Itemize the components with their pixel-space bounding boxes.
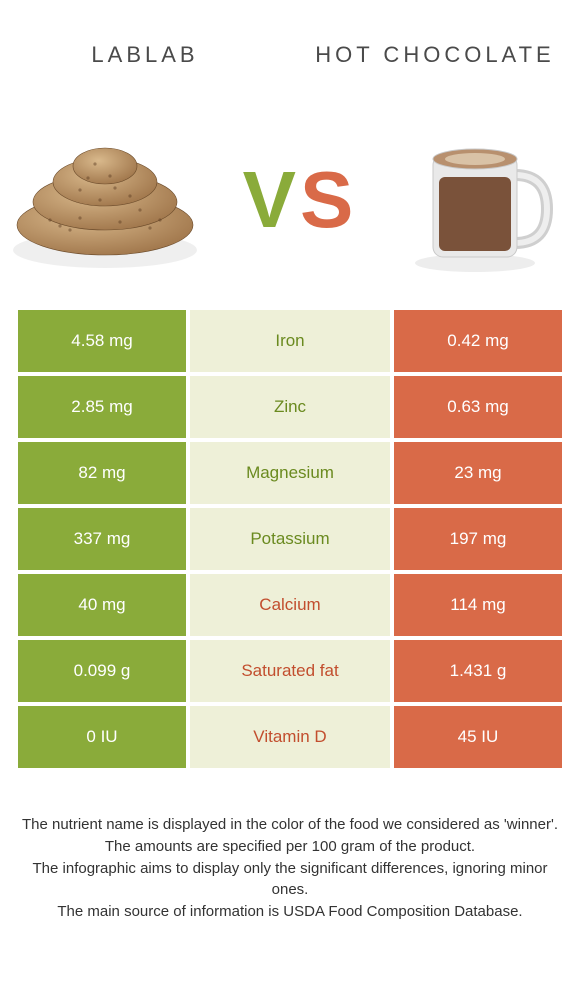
right-food-image bbox=[400, 125, 570, 275]
nutrient-name: Potassium bbox=[190, 508, 390, 570]
nutrient-name: Vitamin D bbox=[190, 706, 390, 768]
table-row: 0 IU Vitamin D 45 IU bbox=[18, 706, 562, 768]
left-value: 2.85 mg bbox=[18, 376, 186, 438]
right-value: 0.63 mg bbox=[394, 376, 562, 438]
nutrient-name: Magnesium bbox=[190, 442, 390, 504]
header-titles: LABLAB HOT CHOCOLATE bbox=[0, 0, 580, 110]
footer-notes: The nutrient name is displayed in the co… bbox=[0, 772, 580, 923]
nutrient-name: Saturated fat bbox=[190, 640, 390, 702]
nutrient-table: 4.58 mg Iron 0.42 mg 2.85 mg Zinc 0.63 m… bbox=[0, 310, 580, 768]
left-value: 0.099 g bbox=[18, 640, 186, 702]
left-value: 337 mg bbox=[18, 508, 186, 570]
left-value: 0 IU bbox=[18, 706, 186, 768]
vs-s: S bbox=[300, 155, 357, 244]
left-value: 4.58 mg bbox=[18, 310, 186, 372]
note-line: The amounts are specified per 100 gram o… bbox=[20, 836, 560, 858]
right-value: 1.431 g bbox=[394, 640, 562, 702]
right-value: 114 mg bbox=[394, 574, 562, 636]
left-food-title: LABLAB bbox=[0, 42, 290, 68]
table-row: 0.099 g Saturated fat 1.431 g bbox=[18, 640, 562, 702]
right-value: 197 mg bbox=[394, 508, 562, 570]
right-food-title: HOT CHOCOLATE bbox=[290, 42, 580, 68]
nutrient-name: Calcium bbox=[190, 574, 390, 636]
right-value: 23 mg bbox=[394, 442, 562, 504]
table-row: 2.85 mg Zinc 0.63 mg bbox=[18, 376, 562, 438]
table-row: 4.58 mg Iron 0.42 mg bbox=[18, 310, 562, 372]
image-row: VS bbox=[0, 110, 580, 310]
note-line: The infographic aims to display only the… bbox=[20, 858, 560, 902]
right-value: 0.42 mg bbox=[394, 310, 562, 372]
note-line: The main source of information is USDA F… bbox=[20, 901, 560, 923]
vs-label: VS bbox=[210, 154, 390, 246]
right-value: 45 IU bbox=[394, 706, 562, 768]
table-row: 40 mg Calcium 114 mg bbox=[18, 574, 562, 636]
vs-v: V bbox=[243, 155, 300, 244]
note-line: The nutrient name is displayed in the co… bbox=[20, 814, 560, 836]
nutrient-name: Zinc bbox=[190, 376, 390, 438]
left-value: 82 mg bbox=[18, 442, 186, 504]
left-value: 40 mg bbox=[18, 574, 186, 636]
table-row: 337 mg Potassium 197 mg bbox=[18, 508, 562, 570]
nutrient-name: Iron bbox=[190, 310, 390, 372]
left-food-image bbox=[10, 130, 200, 270]
table-row: 82 mg Magnesium 23 mg bbox=[18, 442, 562, 504]
